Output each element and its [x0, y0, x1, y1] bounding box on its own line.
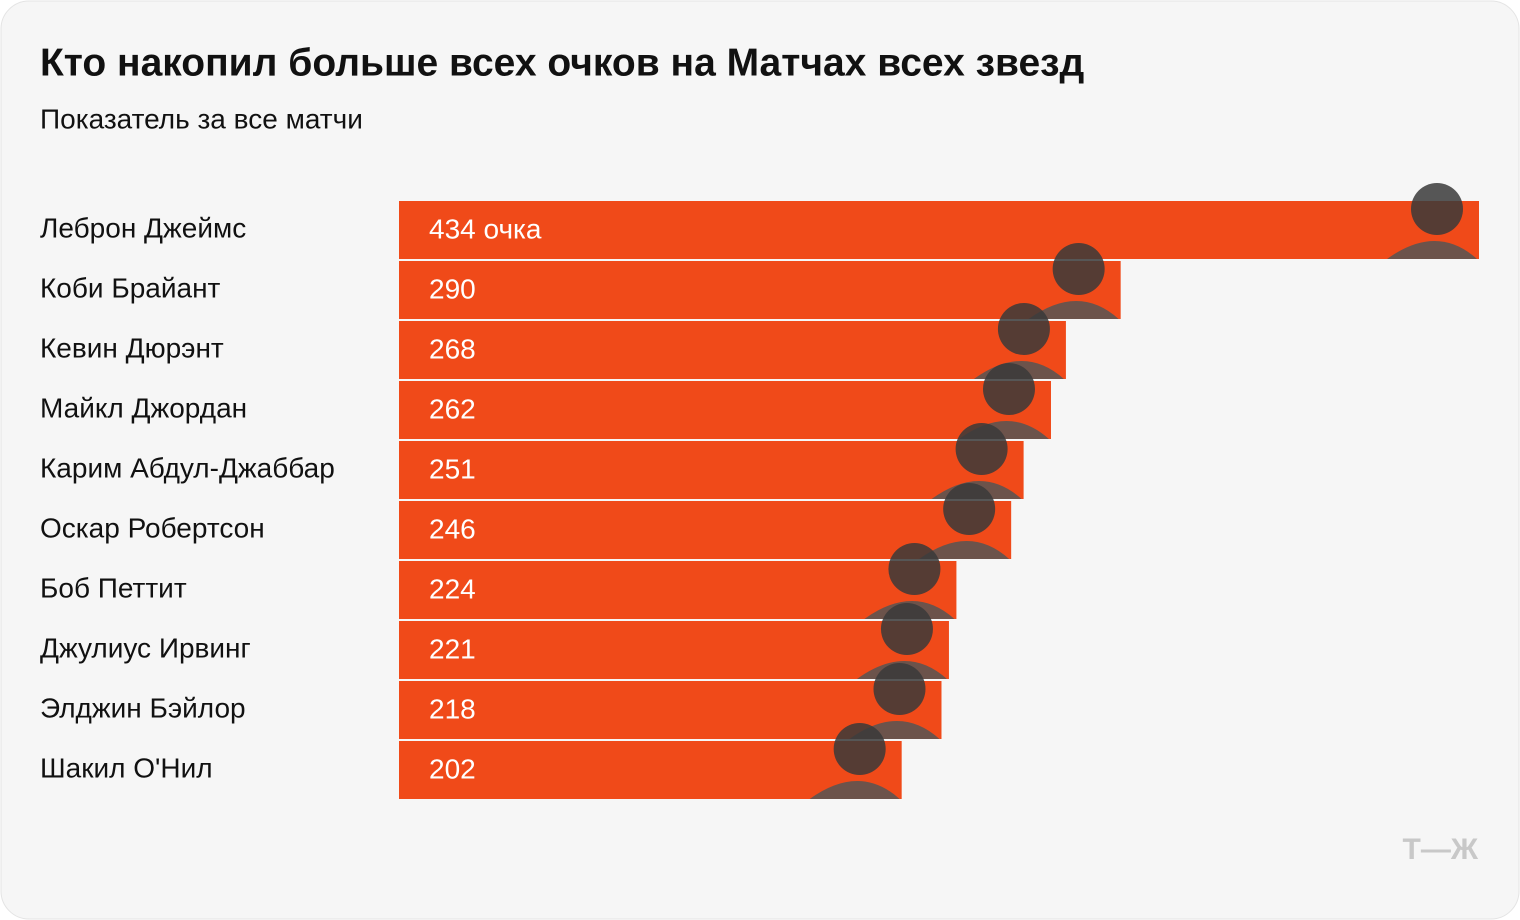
player-photo — [880, 603, 933, 655]
chart-subtitle: Показатель за все матчи — [40, 103, 363, 134]
value-label: 246 — [429, 513, 476, 544]
category-label: Шакил О'Нил — [40, 752, 213, 783]
player-photo — [1028, 301, 1119, 319]
value-label: 202 — [429, 753, 476, 784]
category-label: Коби Брайант — [40, 272, 221, 303]
bar — [399, 621, 949, 679]
value-label: 290 — [429, 273, 476, 304]
player-photo — [1411, 183, 1463, 235]
category-label: Леброн Джеймс — [40, 212, 246, 243]
logo: Т—Ж — [1403, 833, 1479, 866]
category-label: Боб Петтит — [40, 572, 187, 603]
category-label: Элджин Бэйлор — [40, 692, 246, 723]
value-label: 268 — [429, 333, 476, 364]
bar — [399, 561, 957, 619]
category-label: Карим Абдул-Джаббар — [40, 452, 335, 483]
player-photo — [997, 303, 1050, 355]
category-label: Оскар Робертсон — [40, 512, 265, 543]
bar — [399, 441, 1024, 499]
category-label: Майкл Джордан — [40, 392, 247, 423]
bar — [399, 261, 1121, 319]
value-label: 224 — [429, 573, 476, 604]
value-label: 251 — [429, 453, 476, 484]
player-photo — [1052, 243, 1105, 295]
player-photo — [943, 483, 996, 535]
bar — [399, 201, 1479, 259]
chart-title: Кто накопил больше всех очков на Матчах … — [40, 41, 1085, 84]
player-photo — [833, 723, 886, 775]
player-photo — [919, 541, 1010, 559]
value-label: 262 — [429, 393, 476, 424]
value-label: 218 — [429, 693, 476, 724]
bar — [399, 321, 1066, 379]
player-photo — [955, 423, 1008, 475]
category-label: Кевин Дюрэнт — [40, 332, 224, 363]
bar — [399, 381, 1051, 439]
category-label: Джулиус Ирвинг — [40, 632, 251, 663]
value-label: 434 очка — [429, 213, 542, 244]
player-photo — [982, 363, 1035, 415]
player-photo — [1387, 241, 1477, 259]
value-label: 221 — [429, 633, 476, 664]
player-photo — [888, 543, 941, 595]
player-photo — [873, 663, 926, 715]
bar — [399, 741, 902, 799]
player-photo — [809, 781, 900, 799]
